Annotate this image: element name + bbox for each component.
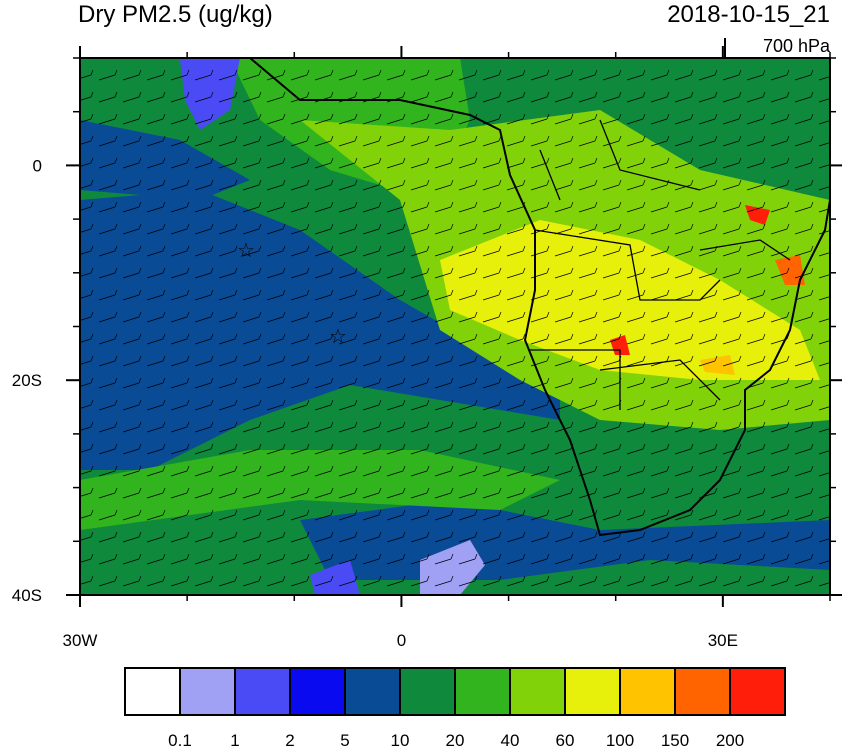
colorbar-box <box>729 667 786 716</box>
colorbar-box <box>454 667 511 716</box>
wind-barbs <box>80 58 830 595</box>
x-tick-label: 30W <box>63 631 98 650</box>
colorbar-label: 2 <box>285 731 294 750</box>
colorbar-label: 0.1 <box>168 731 192 750</box>
colorbar-box <box>234 667 291 716</box>
colorbar-label: 1 <box>230 731 239 750</box>
colorbar-box <box>179 667 236 716</box>
colorbar-label: 200 <box>716 731 744 750</box>
borders <box>530 119 791 410</box>
colorbar-label: 5 <box>340 731 349 750</box>
x-tick-label: 0 <box>397 631 406 650</box>
y-tick-label: 0 <box>33 156 42 175</box>
colorbar-label: 100 <box>606 731 634 750</box>
title: Dry PM2.5 (ug/kg) <box>78 1 273 28</box>
colorbar-box <box>399 667 456 716</box>
coastline <box>249 58 830 537</box>
colorbar-box <box>344 667 401 716</box>
colorbar-box <box>124 667 181 716</box>
station-marker: ☆ <box>329 326 347 348</box>
colorbar-box <box>509 667 566 716</box>
colorbar-box <box>289 667 346 716</box>
colorbar-box <box>674 667 731 716</box>
colorbar: 0.1 1 2 5 10 20 40 60 100 150 200 <box>124 667 786 750</box>
map-field: ☆ ☆ <box>80 58 830 595</box>
colorbar-label: 40 <box>501 731 520 750</box>
y-tick-label: 40S <box>12 586 42 605</box>
station-marker: ☆ <box>237 240 255 262</box>
colorbar-label: 10 <box>391 731 410 750</box>
y-tick-label: 20S <box>12 371 42 390</box>
colorbar-box <box>619 667 676 716</box>
x-tick-label: 30E <box>708 631 738 650</box>
colorbar-label: 20 <box>446 731 465 750</box>
timestamp: 2018-10-15_21 <box>667 1 830 28</box>
colorbar-box <box>564 667 621 716</box>
axis-ticks: 30W 0 30E 0 20S 40S <box>12 46 842 650</box>
colorbar-label: 60 <box>556 731 575 750</box>
pressure-level: 700 hPa <box>763 36 831 56</box>
colorbar-label: 150 <box>661 731 689 750</box>
